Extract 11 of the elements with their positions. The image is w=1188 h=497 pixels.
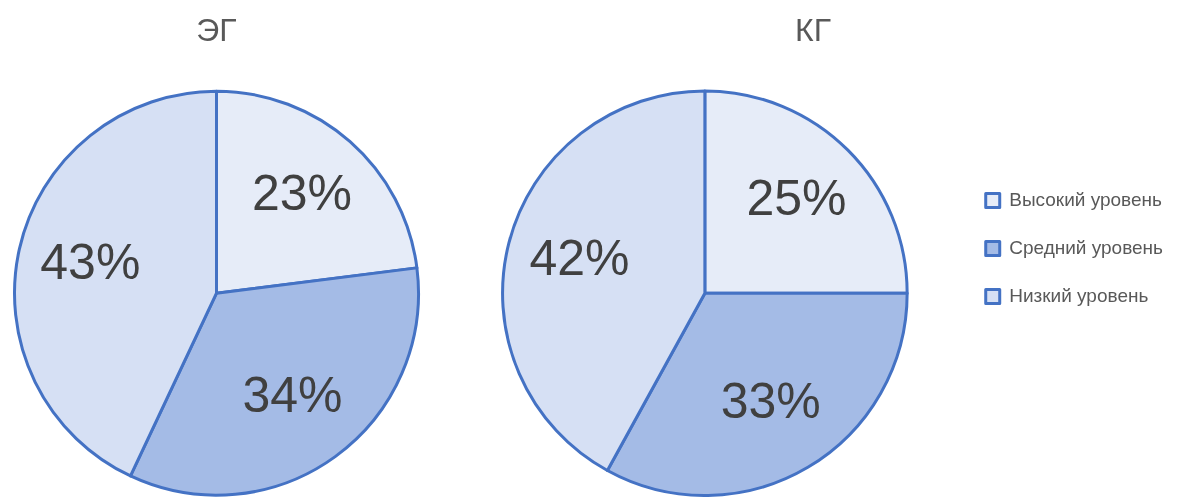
data-label: 25% [746,170,847,227]
legend-label: Высокий уровень [1009,188,1163,210]
data-label: 43% [40,233,141,290]
data-label: 23% [251,165,353,222]
legend-label: Низкий уровень [1009,284,1149,306]
data-label: 34% [242,366,343,423]
data-label: 33% [720,373,821,430]
data-label: 42% [529,229,630,286]
chart-title: ЭГ [196,12,237,49]
legend-label: Средний уровень [1009,236,1164,258]
chart-title: КГ [795,12,831,49]
